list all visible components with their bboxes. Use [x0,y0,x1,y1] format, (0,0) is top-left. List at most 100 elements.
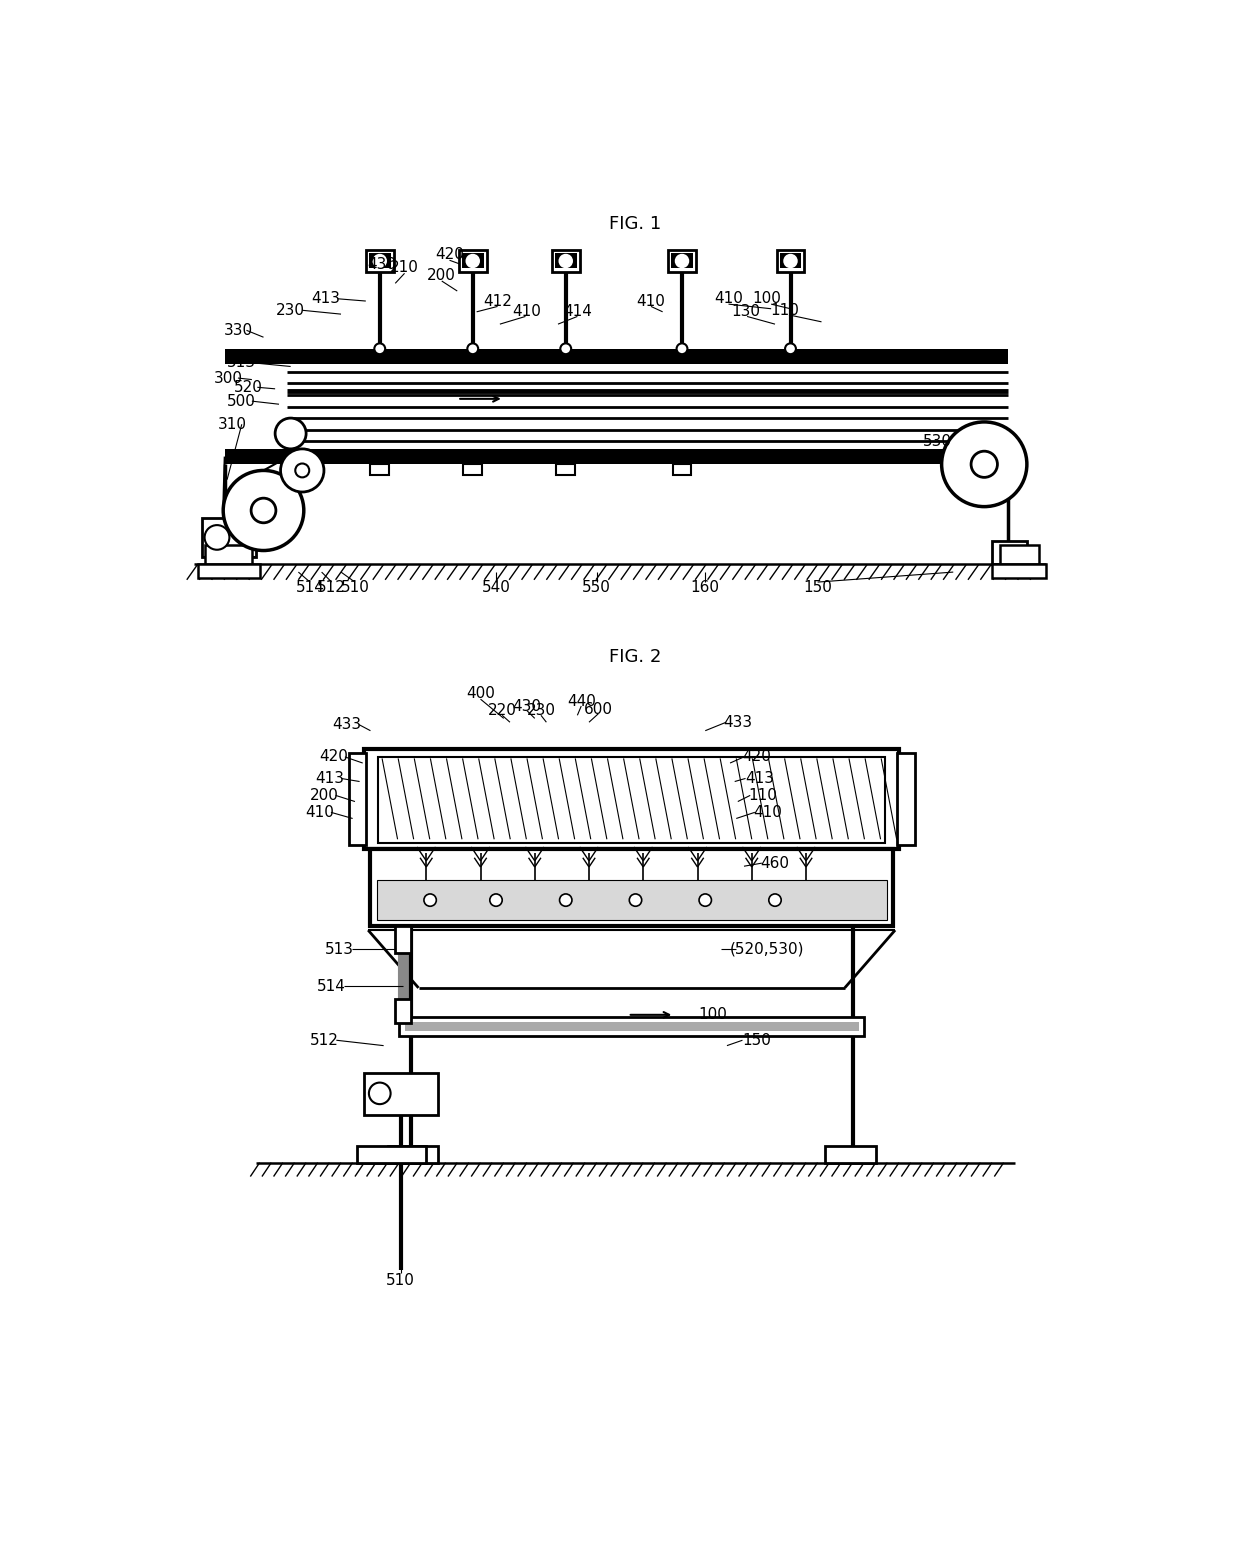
Text: 413: 413 [311,292,340,306]
Text: 210: 210 [391,260,419,276]
Circle shape [769,893,781,906]
Text: 330: 330 [224,323,253,338]
Text: 433: 433 [723,714,753,730]
Bar [357,1146,427,1163]
Circle shape [785,343,796,354]
Text: 150: 150 [742,1032,771,1048]
Bar [826,1146,875,1163]
Bar [348,753,366,845]
Text: 410: 410 [636,293,666,309]
Text: 512: 512 [310,1032,339,1048]
Text: 513: 513 [325,942,353,957]
Bar [459,251,486,271]
Circle shape [370,1082,391,1104]
Text: 430: 430 [512,698,542,714]
Bar [672,465,692,475]
Bar [378,756,885,843]
Text: FIG. 2: FIG. 2 [609,649,662,666]
Text: 430: 430 [367,257,397,271]
Bar [377,881,887,920]
Text: 200: 200 [428,268,456,284]
Bar [365,1073,438,1115]
Circle shape [784,254,797,267]
Text: 512: 512 [317,580,346,596]
Text: 400: 400 [466,686,495,702]
Text: 460: 460 [760,856,790,870]
Bar [557,465,575,475]
Bar [396,999,410,1023]
Bar [898,753,915,845]
Bar [371,850,893,926]
Text: 413: 413 [745,772,774,786]
Bar [404,1021,858,1030]
Bar [671,253,693,268]
Text: 600: 600 [584,702,613,717]
Circle shape [490,893,502,906]
Text: 420: 420 [435,248,464,262]
Text: 514: 514 [295,580,325,596]
Text: 412: 412 [484,293,512,309]
Text: 410: 410 [512,304,542,320]
Bar [371,465,389,475]
Circle shape [223,471,304,550]
Text: 420: 420 [319,750,347,764]
Bar [387,1146,438,1163]
Bar [776,251,805,271]
Circle shape [466,254,479,267]
Bar [780,253,801,268]
Text: 200: 200 [310,787,339,803]
Text: 160: 160 [691,580,719,596]
Bar [377,881,887,920]
Circle shape [205,525,229,550]
Circle shape [250,499,275,522]
Text: 530: 530 [924,433,952,449]
Text: 130: 130 [732,304,760,320]
Text: 414: 414 [563,304,591,320]
Text: 510: 510 [341,580,370,596]
Bar [206,546,252,564]
Bar [552,251,579,271]
Text: 410: 410 [305,804,334,820]
Bar [201,518,255,557]
Circle shape [424,893,436,906]
Circle shape [676,254,688,267]
Bar [370,253,391,268]
Bar [224,449,1007,465]
Circle shape [559,254,572,267]
Text: FIG. 1: FIG. 1 [609,215,662,232]
Text: 100: 100 [753,292,781,306]
Text: 420: 420 [742,750,771,764]
Text: (520,530): (520,530) [730,942,805,957]
Bar [992,564,1047,578]
Circle shape [677,343,687,354]
Text: 520: 520 [233,380,263,394]
Text: 150: 150 [804,580,832,596]
Text: 550: 550 [583,580,611,596]
Text: 513: 513 [227,355,257,369]
Text: 410: 410 [714,292,743,306]
Circle shape [280,449,324,493]
Circle shape [560,343,572,354]
Text: 500: 500 [227,393,257,408]
Text: 514: 514 [317,979,346,993]
Bar [999,546,1039,564]
Text: 510: 510 [386,1274,415,1288]
Text: 300: 300 [215,371,243,385]
Bar [366,251,394,271]
Text: 310: 310 [218,416,247,432]
Text: 230: 230 [277,302,305,318]
Text: 440: 440 [567,694,595,709]
Bar [224,349,1007,365]
Circle shape [373,254,386,267]
Bar [464,465,482,475]
Text: 230: 230 [527,703,556,719]
Bar [668,251,696,271]
Bar [197,564,259,578]
Circle shape [699,893,712,906]
Circle shape [971,451,997,477]
Bar [992,541,1027,564]
Circle shape [295,463,309,477]
Circle shape [374,343,386,354]
Circle shape [275,418,306,449]
Circle shape [467,343,479,354]
